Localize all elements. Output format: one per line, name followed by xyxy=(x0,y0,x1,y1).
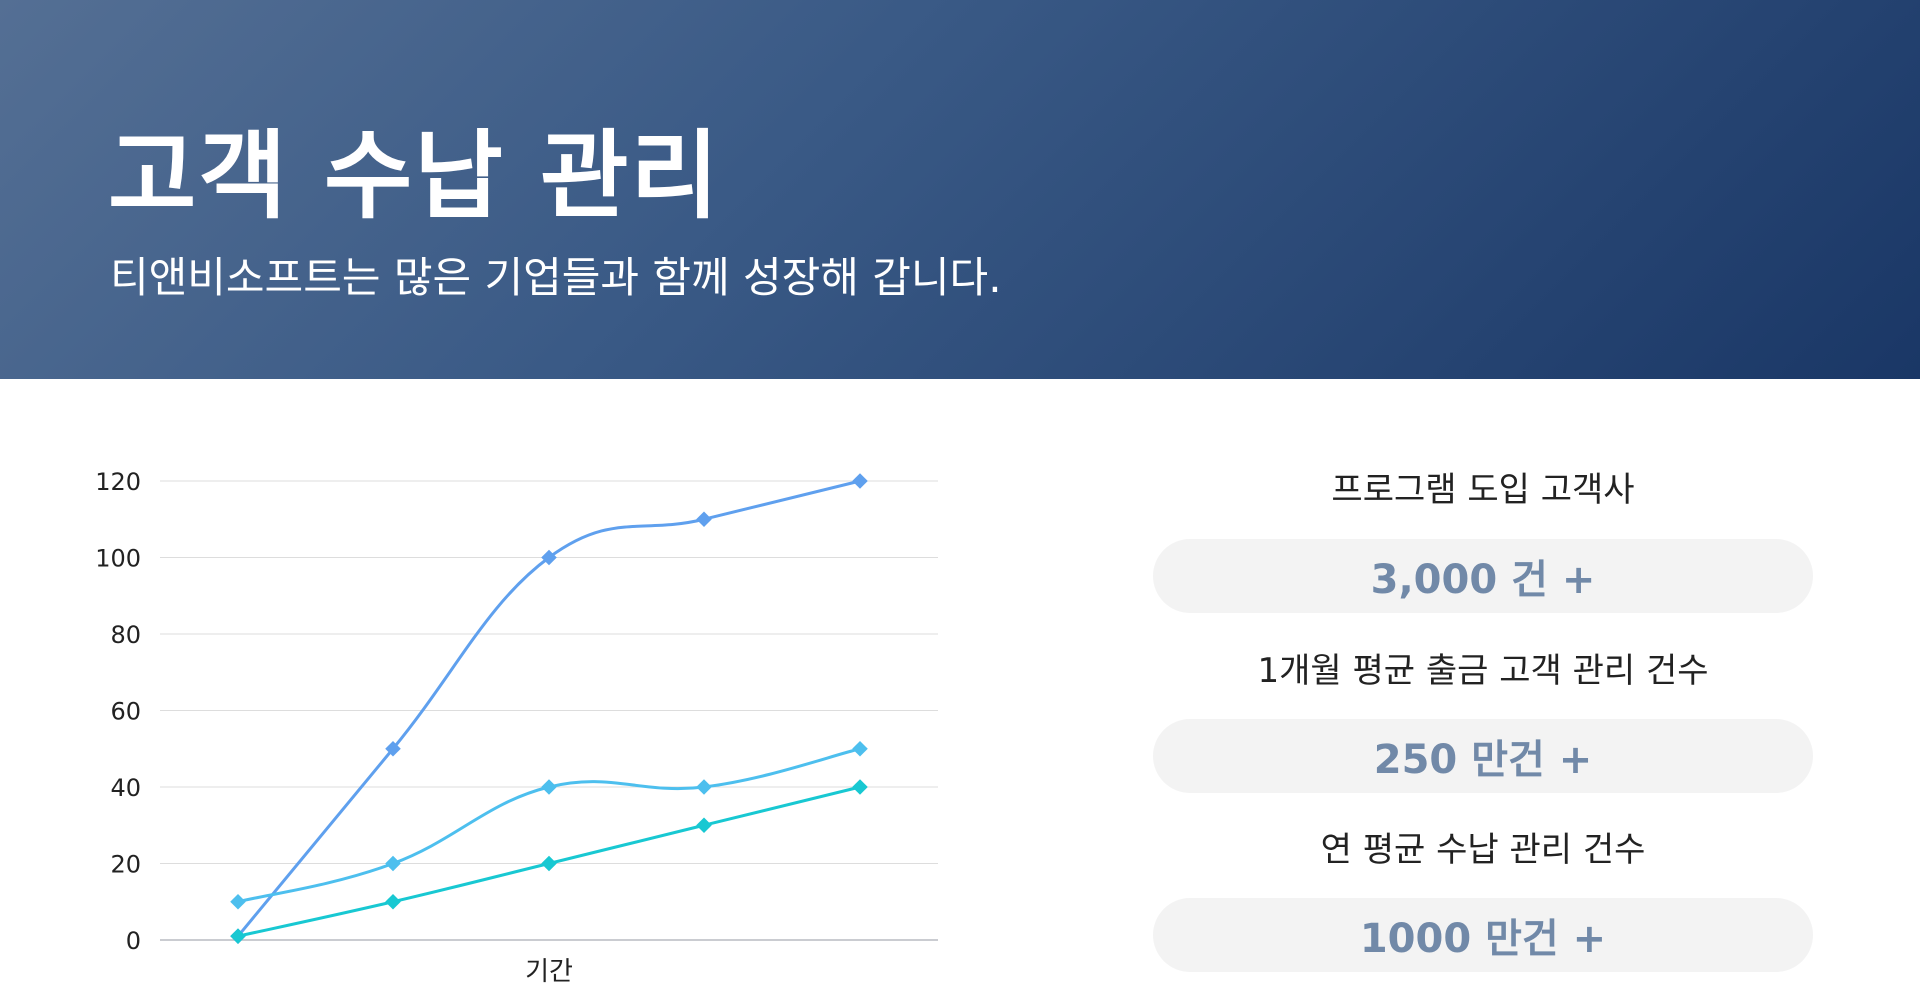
page-subtitle: 티앤비소프트는 많은 기업들과 함께 성장해 갑니다. xyxy=(110,253,1002,302)
stat-value-yearly-payment: 1000 만건 + xyxy=(1153,898,1813,972)
y-tick-label: 80 xyxy=(110,621,141,649)
y-axis-ticks: 0 20 40 60 80 100 120 xyxy=(95,468,141,955)
y-tick-label: 0 xyxy=(126,927,141,955)
data-point xyxy=(696,511,712,528)
data-point xyxy=(230,928,246,944)
series-line xyxy=(236,479,861,938)
data-point xyxy=(852,473,868,489)
data-point xyxy=(696,817,712,834)
series-2 xyxy=(230,740,868,910)
data-point xyxy=(852,740,868,757)
stat-label-customers: 프로그램 도입 고객사 xyxy=(1331,470,1635,510)
data-point xyxy=(385,893,401,910)
data-point xyxy=(852,779,868,795)
stat-label-yearly-payment: 연 평균 수납 관리 건수 xyxy=(1320,830,1646,870)
stat-label-monthly-withdrawal: 1개월 평균 출금 고객 관리 건수 xyxy=(1257,651,1709,691)
stat-value-customers: 3,000 건 + xyxy=(1153,539,1813,613)
data-point xyxy=(541,779,557,795)
y-tick-label: 60 xyxy=(110,698,141,726)
stat-value-monthly-withdrawal: 250 만건 + xyxy=(1153,719,1813,793)
y-tick-label: 100 xyxy=(95,545,141,573)
x-axis-label: 기간 xyxy=(525,957,573,987)
header-banner: 고객 수납 관리 티앤비소프트는 많은 기업들과 함께 성장해 갑니다. xyxy=(0,0,1920,379)
chart-series xyxy=(230,473,868,944)
data-point xyxy=(541,855,557,872)
y-tick-label: 20 xyxy=(110,851,141,879)
y-tick-label: 120 xyxy=(95,468,141,496)
series-1 xyxy=(230,473,868,944)
y-tick-label: 40 xyxy=(110,774,141,802)
data-point xyxy=(230,893,246,910)
line-chart: 0 20 40 60 80 100 120 기간 xyxy=(95,468,938,987)
series-3 xyxy=(230,779,868,944)
page-title: 고객 수납 관리 xyxy=(108,120,721,232)
data-point xyxy=(696,779,712,795)
data-point xyxy=(385,855,401,872)
